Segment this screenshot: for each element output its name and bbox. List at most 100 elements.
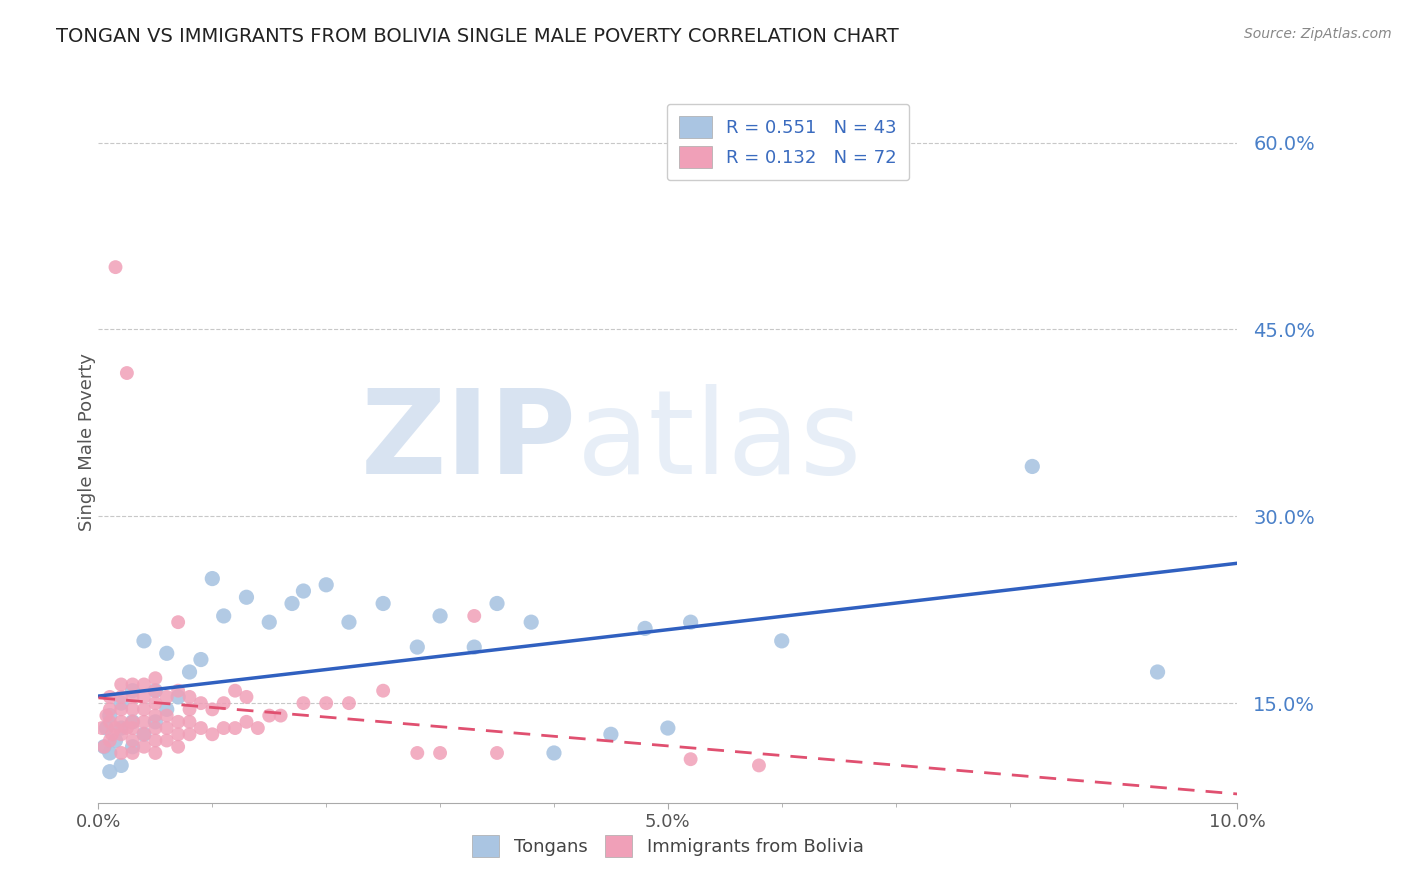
Point bbox=[315, 696, 337, 710]
Point bbox=[1021, 459, 1043, 474]
Point bbox=[110, 677, 132, 691]
Point bbox=[373, 597, 395, 611]
Point bbox=[121, 677, 143, 691]
Point bbox=[145, 671, 167, 685]
Point bbox=[259, 615, 281, 630]
Point bbox=[406, 746, 429, 760]
Point bbox=[167, 727, 190, 741]
Point bbox=[121, 714, 143, 729]
Point bbox=[110, 721, 132, 735]
Point bbox=[98, 708, 121, 723]
Point bbox=[235, 591, 257, 605]
Point bbox=[212, 696, 235, 710]
Point bbox=[212, 609, 235, 624]
Point bbox=[520, 615, 543, 630]
Point bbox=[179, 714, 201, 729]
Point bbox=[167, 615, 190, 630]
Point bbox=[110, 690, 132, 704]
Point bbox=[145, 683, 167, 698]
Point bbox=[156, 721, 179, 735]
Point bbox=[201, 572, 224, 586]
Point bbox=[145, 683, 167, 698]
Point bbox=[235, 714, 257, 729]
Point bbox=[281, 597, 304, 611]
Point bbox=[337, 696, 360, 710]
Point bbox=[156, 708, 179, 723]
Point bbox=[93, 739, 115, 754]
Point bbox=[337, 615, 360, 630]
Legend: Tongans, Immigrants from Bolivia: Tongans, Immigrants from Bolivia bbox=[463, 826, 873, 866]
Point bbox=[98, 764, 121, 779]
Point bbox=[121, 721, 143, 735]
Point bbox=[373, 683, 395, 698]
Point bbox=[748, 758, 770, 772]
Point bbox=[292, 584, 315, 599]
Y-axis label: Single Male Poverty: Single Male Poverty bbox=[79, 352, 96, 531]
Point bbox=[167, 683, 190, 698]
Point bbox=[634, 621, 657, 635]
Text: ZIP: ZIP bbox=[361, 384, 576, 499]
Point bbox=[121, 733, 143, 747]
Point bbox=[132, 633, 155, 648]
Point bbox=[110, 702, 132, 716]
Point bbox=[167, 714, 190, 729]
Text: TONGAN VS IMMIGRANTS FROM BOLIVIA SINGLE MALE POVERTY CORRELATION CHART: TONGAN VS IMMIGRANTS FROM BOLIVIA SINGLE… bbox=[56, 27, 898, 45]
Point bbox=[657, 721, 679, 735]
Point bbox=[98, 690, 121, 704]
Point bbox=[543, 746, 565, 760]
Point bbox=[121, 702, 143, 716]
Point bbox=[145, 733, 167, 747]
Point bbox=[121, 739, 143, 754]
Point bbox=[96, 721, 118, 735]
Point bbox=[212, 721, 235, 735]
Point bbox=[179, 690, 201, 704]
Point bbox=[132, 714, 155, 729]
Point bbox=[145, 708, 167, 723]
Point bbox=[145, 746, 167, 760]
Point bbox=[121, 690, 143, 704]
Point bbox=[145, 714, 167, 729]
Point bbox=[292, 696, 315, 710]
Point bbox=[110, 727, 132, 741]
Point bbox=[121, 746, 143, 760]
Point bbox=[406, 640, 429, 654]
Point bbox=[224, 683, 246, 698]
Point bbox=[90, 721, 112, 735]
Point bbox=[132, 677, 155, 691]
Point bbox=[167, 739, 190, 754]
Point bbox=[110, 746, 132, 760]
Point bbox=[121, 714, 143, 729]
Point bbox=[770, 633, 793, 648]
Point bbox=[115, 366, 138, 380]
Point bbox=[224, 721, 246, 735]
Point bbox=[600, 727, 623, 741]
Point bbox=[179, 702, 201, 716]
Point bbox=[190, 721, 212, 735]
Point bbox=[315, 578, 337, 592]
Point bbox=[463, 609, 485, 624]
Point bbox=[115, 721, 138, 735]
Text: Source: ZipAtlas.com: Source: ZipAtlas.com bbox=[1244, 27, 1392, 41]
Point bbox=[156, 690, 179, 704]
Point bbox=[110, 696, 132, 710]
Point bbox=[167, 690, 190, 704]
Point bbox=[121, 683, 143, 698]
Point bbox=[156, 733, 179, 747]
Text: atlas: atlas bbox=[576, 384, 862, 499]
Point bbox=[98, 702, 121, 716]
Point bbox=[463, 640, 485, 654]
Point bbox=[190, 652, 212, 666]
Point bbox=[235, 690, 257, 704]
Point bbox=[98, 733, 121, 747]
Point bbox=[132, 727, 155, 741]
Point bbox=[1146, 665, 1168, 679]
Point bbox=[145, 696, 167, 710]
Point bbox=[179, 665, 201, 679]
Point bbox=[156, 646, 179, 660]
Point bbox=[156, 702, 179, 716]
Point bbox=[179, 727, 201, 741]
Point bbox=[98, 714, 121, 729]
Point bbox=[486, 597, 509, 611]
Point bbox=[270, 708, 292, 723]
Point bbox=[104, 260, 127, 274]
